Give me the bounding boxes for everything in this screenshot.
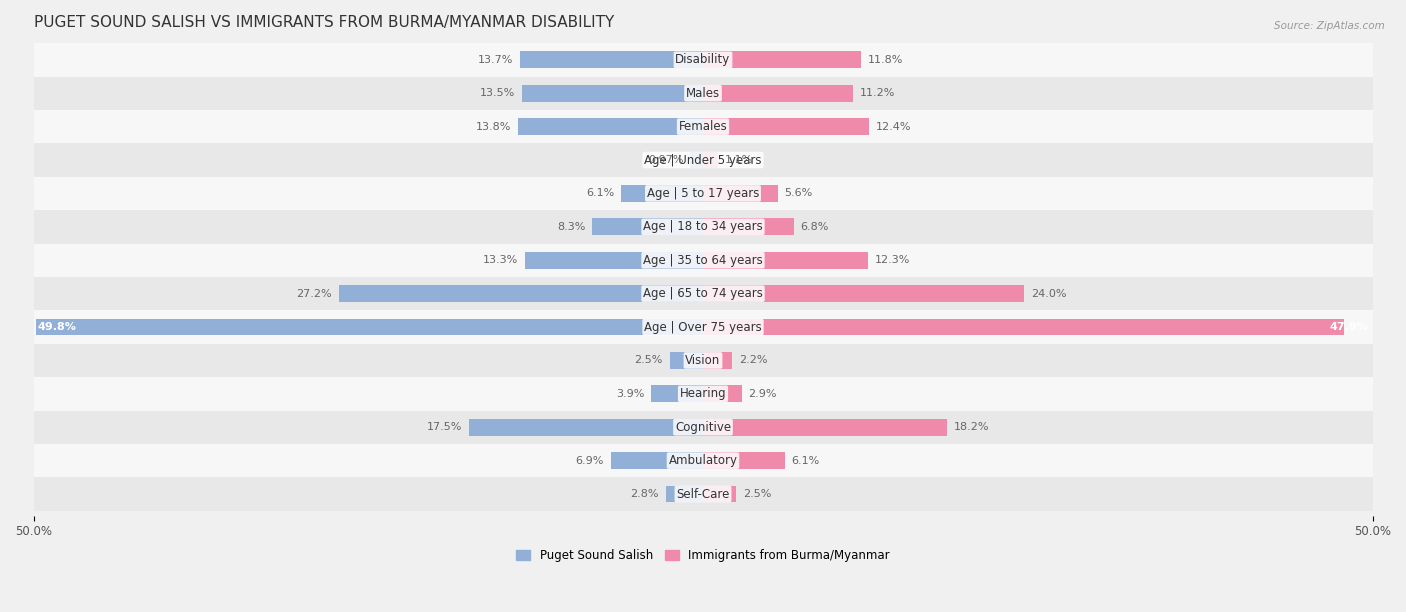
Bar (703, 419, 946, 436)
Bar (34, 43, 1372, 76)
Bar (703, 152, 717, 168)
Bar (703, 252, 868, 269)
Text: Males: Males (686, 87, 720, 100)
Text: Age | 65 to 74 years: Age | 65 to 74 years (643, 287, 763, 300)
Bar (703, 486, 737, 502)
Text: 3.9%: 3.9% (616, 389, 644, 399)
Bar (34, 477, 1372, 511)
Bar (34, 377, 1372, 411)
Bar (690, 152, 703, 168)
Text: Ambulatory: Ambulatory (668, 454, 738, 467)
Bar (703, 386, 742, 402)
Bar (520, 51, 703, 68)
Bar (34, 177, 1372, 210)
Bar (651, 386, 703, 402)
Bar (34, 76, 1372, 110)
Text: 1.1%: 1.1% (724, 155, 752, 165)
Text: 12.4%: 12.4% (876, 122, 911, 132)
Bar (34, 110, 1372, 143)
Bar (34, 444, 1372, 477)
Bar (34, 277, 1372, 310)
Text: 13.5%: 13.5% (481, 88, 516, 98)
Bar (703, 218, 794, 235)
Bar (703, 51, 860, 68)
Text: Hearing: Hearing (679, 387, 727, 400)
Bar (34, 344, 1372, 377)
Bar (703, 452, 785, 469)
Text: 6.1%: 6.1% (792, 456, 820, 466)
Text: 6.8%: 6.8% (801, 222, 830, 232)
Text: 5.6%: 5.6% (785, 188, 813, 198)
Bar (34, 411, 1372, 444)
Text: 18.2%: 18.2% (953, 422, 988, 432)
Bar (669, 352, 703, 369)
Bar (592, 218, 703, 235)
Text: 11.2%: 11.2% (859, 88, 896, 98)
Text: Age | Under 5 years: Age | Under 5 years (644, 154, 762, 166)
Bar (621, 185, 703, 202)
Text: 2.5%: 2.5% (744, 489, 772, 499)
Bar (522, 85, 703, 102)
Bar (524, 252, 703, 269)
Bar (519, 118, 703, 135)
Text: 11.8%: 11.8% (868, 55, 903, 65)
Text: Age | 35 to 64 years: Age | 35 to 64 years (643, 254, 763, 267)
Text: 6.1%: 6.1% (586, 188, 614, 198)
Text: 2.2%: 2.2% (740, 356, 768, 365)
Text: 13.8%: 13.8% (477, 122, 512, 132)
Text: 2.9%: 2.9% (748, 389, 778, 399)
Bar (339, 285, 703, 302)
Bar (703, 85, 853, 102)
Bar (34, 210, 1372, 244)
Bar (703, 352, 733, 369)
Text: 27.2%: 27.2% (297, 289, 332, 299)
Text: 2.5%: 2.5% (634, 356, 662, 365)
Text: 2.8%: 2.8% (630, 489, 659, 499)
Text: 6.9%: 6.9% (575, 456, 605, 466)
Text: PUGET SOUND SALISH VS IMMIGRANTS FROM BURMA/MYANMAR DISABILITY: PUGET SOUND SALISH VS IMMIGRANTS FROM BU… (34, 15, 614, 30)
Bar (703, 319, 1344, 335)
Text: 12.3%: 12.3% (875, 255, 910, 265)
Bar (703, 118, 869, 135)
Text: Age | 5 to 17 years: Age | 5 to 17 years (647, 187, 759, 200)
Text: 8.3%: 8.3% (557, 222, 585, 232)
Text: Age | 18 to 34 years: Age | 18 to 34 years (643, 220, 763, 233)
Text: 49.8%: 49.8% (38, 322, 76, 332)
Text: Females: Females (679, 120, 727, 133)
Bar (610, 452, 703, 469)
Text: Cognitive: Cognitive (675, 420, 731, 434)
Text: 47.9%: 47.9% (1330, 322, 1368, 332)
Legend: Puget Sound Salish, Immigrants from Burma/Myanmar: Puget Sound Salish, Immigrants from Burm… (512, 545, 894, 567)
Bar (703, 285, 1025, 302)
Bar (703, 185, 778, 202)
Text: 13.7%: 13.7% (478, 55, 513, 65)
Bar (34, 310, 1372, 344)
Bar (665, 486, 703, 502)
Text: 13.3%: 13.3% (484, 255, 519, 265)
Bar (468, 419, 703, 436)
Bar (34, 143, 1372, 177)
Text: Source: ZipAtlas.com: Source: ZipAtlas.com (1274, 21, 1385, 31)
Text: 0.97%: 0.97% (648, 155, 683, 165)
Text: Self-Care: Self-Care (676, 488, 730, 501)
Text: Disability: Disability (675, 53, 731, 66)
Bar (34, 244, 1372, 277)
Text: 17.5%: 17.5% (426, 422, 463, 432)
Text: 24.0%: 24.0% (1031, 289, 1067, 299)
Text: Age | Over 75 years: Age | Over 75 years (644, 321, 762, 334)
Bar (37, 319, 703, 335)
Text: Vision: Vision (685, 354, 721, 367)
